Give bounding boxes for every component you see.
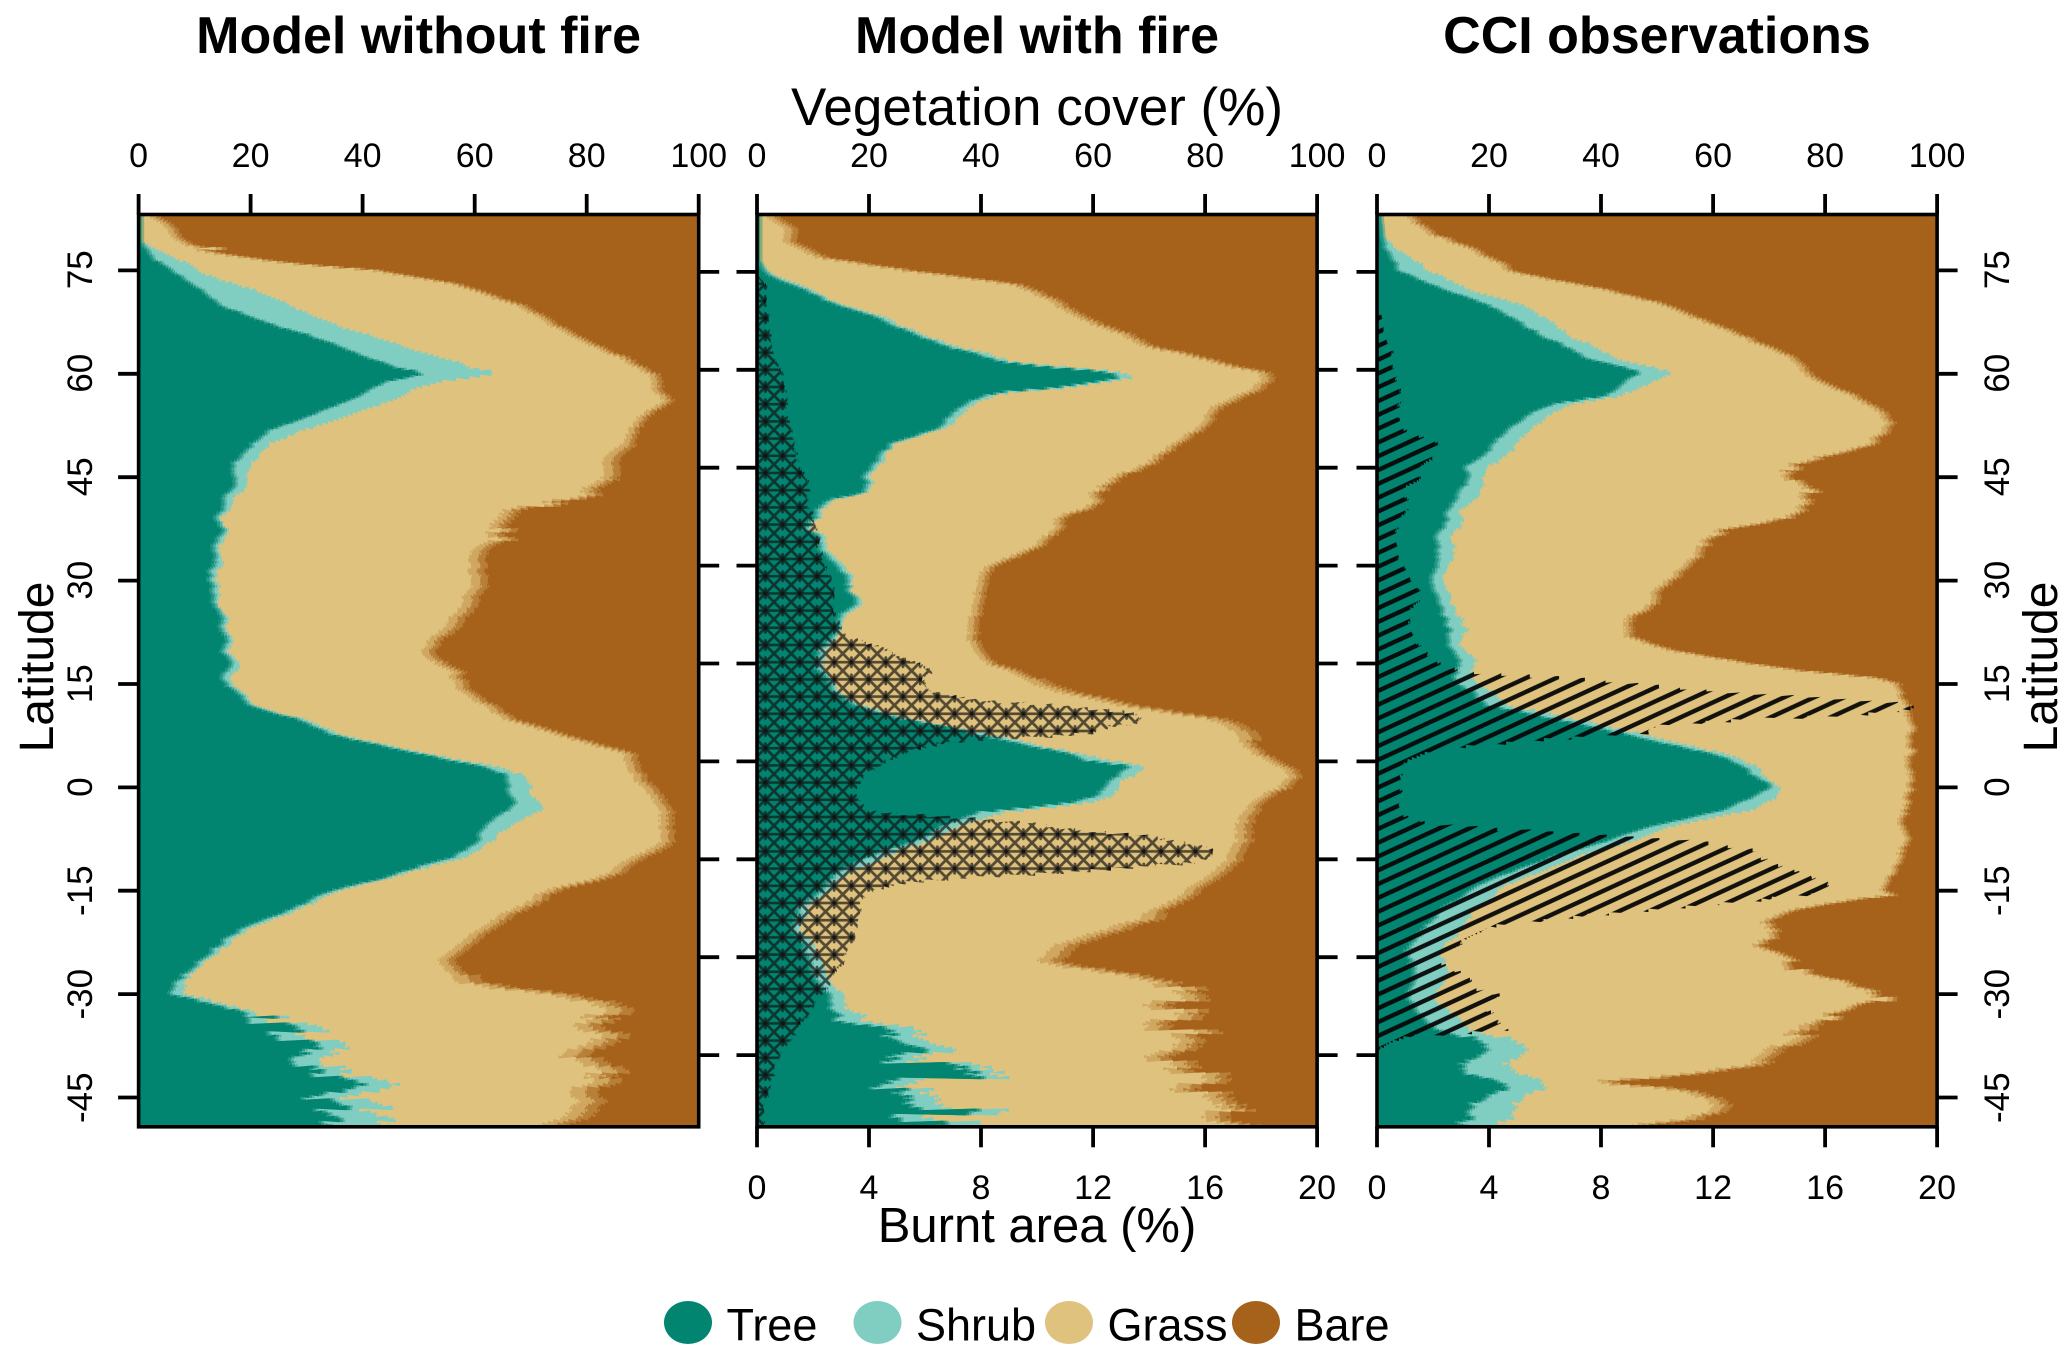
svg-text:Burnt area (%): Burnt area (%): [878, 1199, 1197, 1253]
svg-text:40: 40: [962, 137, 1000, 175]
svg-text:CCI observations: CCI observations: [1443, 7, 1871, 65]
svg-text:-30: -30: [1978, 969, 2017, 1020]
svg-text:100: 100: [1289, 137, 1346, 175]
svg-text:20: 20: [232, 137, 270, 175]
svg-text:Tree: Tree: [727, 1300, 818, 1351]
svg-text:80: 80: [568, 137, 606, 175]
svg-text:8: 8: [972, 1169, 991, 1207]
svg-text:30: 30: [61, 561, 100, 600]
svg-text:60: 60: [61, 354, 100, 393]
svg-text:0: 0: [748, 137, 767, 175]
svg-text:75: 75: [61, 250, 100, 289]
svg-text:60: 60: [1694, 137, 1732, 175]
svg-text:Latitude: Latitude: [11, 582, 64, 753]
svg-text:8: 8: [1592, 1169, 1611, 1207]
svg-text:12: 12: [1074, 1169, 1112, 1207]
svg-text:30: 30: [1978, 561, 2017, 600]
svg-text:Model with fire: Model with fire: [855, 7, 1219, 65]
svg-text:20: 20: [850, 137, 888, 175]
svg-text:Vegetation cover (%): Vegetation cover (%): [791, 78, 1283, 137]
svg-text:0: 0: [1978, 777, 2017, 796]
svg-text:-15: -15: [61, 865, 100, 916]
svg-text:Shrub: Shrub: [916, 1300, 1036, 1351]
svg-text:15: 15: [61, 664, 100, 703]
svg-text:20: 20: [1298, 1169, 1336, 1207]
svg-text:0: 0: [1368, 137, 1387, 175]
svg-text:16: 16: [1186, 1169, 1224, 1207]
svg-text:-30: -30: [61, 969, 100, 1020]
svg-text:-45: -45: [1978, 1072, 2017, 1123]
svg-text:20: 20: [1918, 1169, 1956, 1207]
svg-text:20: 20: [1470, 137, 1508, 175]
svg-text:45: 45: [1978, 457, 2017, 496]
svg-text:0: 0: [748, 1169, 767, 1207]
svg-text:4: 4: [1480, 1169, 1499, 1207]
svg-text:Model without fire: Model without fire: [196, 7, 641, 65]
svg-text:60: 60: [1074, 137, 1112, 175]
svg-text:Latitude: Latitude: [2015, 582, 2067, 753]
svg-text:40: 40: [1582, 137, 1620, 175]
svg-text:0: 0: [129, 137, 148, 175]
svg-text:40: 40: [344, 137, 382, 175]
svg-text:16: 16: [1806, 1169, 1844, 1207]
svg-text:75: 75: [1978, 250, 2017, 289]
svg-text:60: 60: [1978, 354, 2017, 393]
svg-text:15: 15: [1978, 664, 2017, 703]
svg-text:12: 12: [1694, 1169, 1732, 1207]
svg-text:80: 80: [1186, 137, 1224, 175]
svg-text:80: 80: [1806, 137, 1844, 175]
svg-text:0: 0: [1368, 1169, 1387, 1207]
svg-text:Bare: Bare: [1295, 1300, 1390, 1351]
svg-text:100: 100: [670, 137, 727, 175]
svg-text:-15: -15: [1978, 865, 2017, 916]
svg-text:4: 4: [860, 1169, 879, 1207]
svg-text:45: 45: [61, 457, 100, 496]
svg-text:Grass: Grass: [1108, 1300, 1228, 1351]
svg-text:0: 0: [61, 777, 100, 796]
svg-text:100: 100: [1909, 137, 1966, 175]
svg-text:-45: -45: [61, 1072, 100, 1123]
svg-text:60: 60: [456, 137, 494, 175]
